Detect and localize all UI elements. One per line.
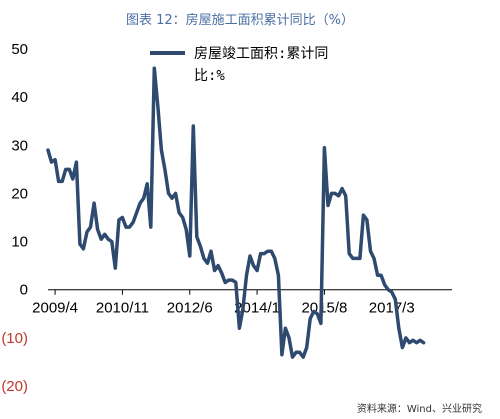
y-tick-label: 20 — [11, 185, 28, 202]
legend: 房屋竣工面积:累计同 比:% — [150, 46, 328, 84]
x-tick-label: 2015/8 — [301, 300, 347, 317]
y-tick-label: 50 — [11, 41, 28, 58]
y-tick-label: 10 — [11, 234, 28, 251]
legend-label: 房屋竣工面积:累计同 — [194, 46, 328, 62]
y-tick-label: 30 — [11, 137, 28, 154]
series-line — [46, 66, 426, 359]
x-tick-label: 2014/1 — [234, 300, 280, 317]
legend-label-continued: 比:% — [194, 68, 225, 84]
x-tick-label: 2017/3 — [369, 300, 415, 317]
y-tick-label: 40 — [11, 89, 28, 106]
x-tick-label: 2012/6 — [167, 300, 213, 317]
y-axis-ticks: 50 40 30 20 10 0 (10) (20) — [1, 41, 28, 395]
chart-title: 图表 12：房屋施工面积累计同比（%） — [126, 12, 354, 28]
y-tick-label: (10) — [1, 330, 28, 347]
x-tick-label: 2010/11 — [96, 300, 149, 317]
series-layer — [46, 66, 426, 359]
source-note: 资料来源：Wind、兴业研究 — [357, 402, 482, 415]
y-tick-label: (20) — [1, 378, 28, 395]
x-tick-label: 2009/4 — [32, 300, 78, 317]
y-tick-label: 0 — [20, 282, 28, 299]
x-axis-ticks: 2009/4 2010/11 2012/6 2014/1 2015/8 2017/3 — [32, 289, 415, 317]
